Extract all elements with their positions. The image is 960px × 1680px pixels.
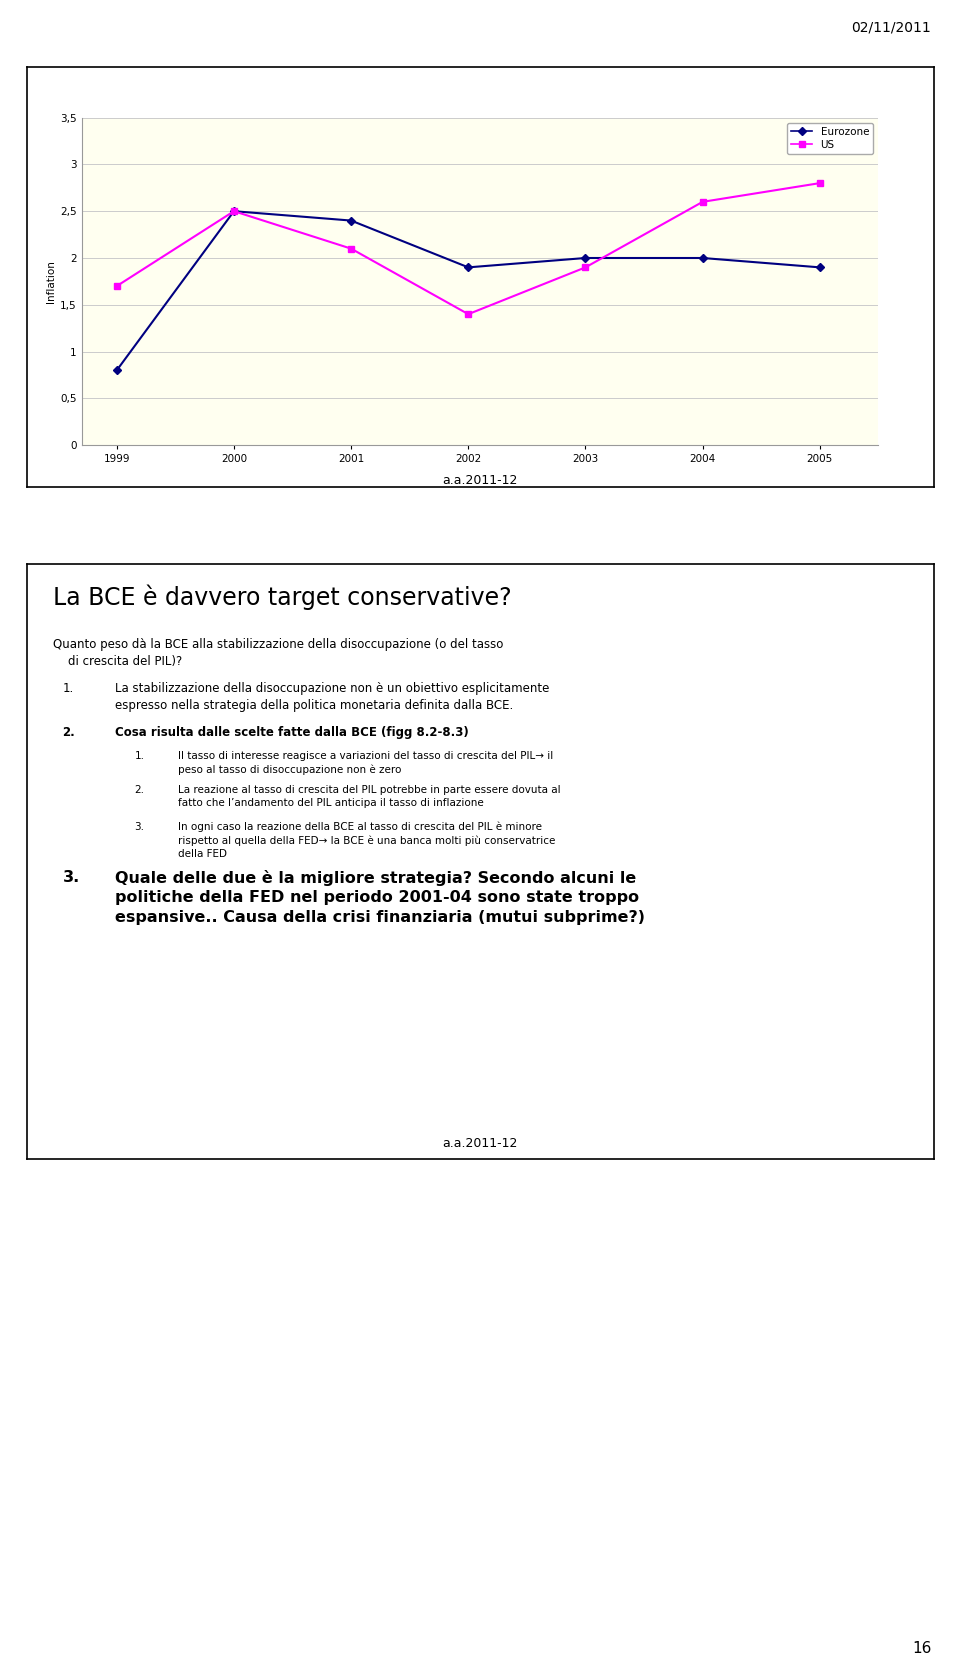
- Text: Cosa risulta dalle scelte fatte dalla BCE (figg 8.2-8.3): Cosa risulta dalle scelte fatte dalla BC…: [115, 726, 468, 739]
- Text: In ogni caso la reazione della BCE al tasso di crescita del PIL è minore
rispett: In ogni caso la reazione della BCE al ta…: [178, 822, 555, 858]
- Y-axis label: Inflation: Inflation: [46, 260, 56, 302]
- Text: La reazione al tasso di crescita del PIL potrebbe in parte essere dovuta al
fatt: La reazione al tasso di crescita del PIL…: [178, 785, 561, 808]
- Text: Il tasso di interesse reagisce a variazioni del tasso di crescita del PIL→ il
pe: Il tasso di interesse reagisce a variazi…: [178, 751, 553, 774]
- Text: La stabilizzazione della disoccupazione non è un obiettivo esplicitamente
espres: La stabilizzazione della disoccupazione …: [115, 682, 549, 712]
- Text: Quale delle due è la migliore strategia? Secondo alcuni le
politiche della FED n: Quale delle due è la migliore strategia?…: [115, 870, 645, 924]
- Legend: Eurozone, US: Eurozone, US: [787, 123, 874, 155]
- Text: a.a.2011-12: a.a.2011-12: [443, 1137, 517, 1151]
- Text: 16: 16: [912, 1641, 931, 1656]
- Text: 3.: 3.: [62, 870, 80, 885]
- Text: Quanto peso dà la BCE alla stabilizzazione della disoccupazione (o del tasso
   : Quanto peso dà la BCE alla stabilizzazio…: [53, 638, 503, 669]
- Text: 3.: 3.: [134, 822, 144, 832]
- Text: a.a.2011-12: a.a.2011-12: [443, 474, 517, 487]
- Text: 1.: 1.: [62, 682, 74, 696]
- Text: 1.: 1.: [134, 751, 144, 761]
- Text: 2.: 2.: [134, 785, 144, 795]
- Text: 02/11/2011: 02/11/2011: [852, 20, 931, 34]
- Text: La BCE è davvero target conservative?: La BCE è davvero target conservative?: [53, 585, 512, 610]
- Text: 2.: 2.: [62, 726, 75, 739]
